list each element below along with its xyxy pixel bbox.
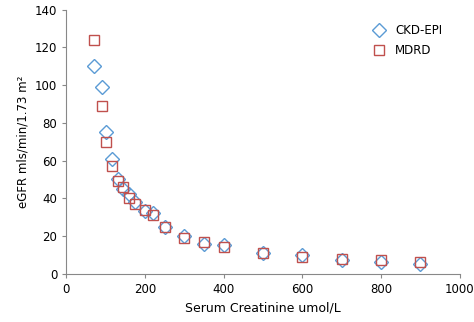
MDRD	[300, 255, 305, 259]
MDRD	[127, 196, 132, 200]
CKD-EPI	[162, 225, 168, 229]
MDRD	[120, 185, 126, 189]
Line: CKD-EPI: CKD-EPI	[89, 62, 425, 269]
MDRD	[103, 140, 109, 144]
MDRD	[91, 38, 97, 42]
CKD-EPI	[378, 260, 384, 264]
X-axis label: Serum Creatinine umol/L: Serum Creatinine umol/L	[185, 301, 341, 314]
CKD-EPI	[182, 234, 187, 238]
CKD-EPI	[418, 262, 423, 266]
MDRD	[150, 213, 156, 217]
MDRD	[260, 251, 266, 255]
CKD-EPI	[115, 177, 120, 181]
CKD-EPI	[260, 251, 266, 255]
CKD-EPI	[142, 210, 148, 213]
MDRD	[109, 164, 114, 168]
MDRD	[142, 208, 148, 212]
Line: MDRD: MDRD	[89, 35, 425, 267]
CKD-EPI	[201, 242, 207, 245]
MDRD	[201, 240, 207, 243]
MDRD	[162, 225, 168, 229]
CKD-EPI	[150, 212, 156, 215]
MDRD	[182, 236, 187, 240]
CKD-EPI	[127, 193, 132, 196]
CKD-EPI	[300, 253, 305, 257]
CKD-EPI	[120, 187, 126, 191]
CKD-EPI	[99, 85, 105, 89]
CKD-EPI	[109, 157, 114, 161]
MDRD	[339, 257, 345, 260]
MDRD	[99, 104, 105, 108]
MDRD	[115, 179, 120, 183]
MDRD	[221, 245, 227, 249]
Y-axis label: eGFR mls/min/1.73 m²: eGFR mls/min/1.73 m²	[17, 75, 29, 208]
Legend: CKD-EPI, MDRD: CKD-EPI, MDRD	[364, 21, 446, 61]
CKD-EPI	[132, 200, 138, 204]
MDRD	[132, 202, 138, 206]
CKD-EPI	[103, 130, 109, 134]
CKD-EPI	[339, 259, 345, 262]
MDRD	[378, 259, 384, 262]
CKD-EPI	[91, 64, 97, 68]
MDRD	[418, 260, 423, 264]
CKD-EPI	[221, 243, 227, 247]
